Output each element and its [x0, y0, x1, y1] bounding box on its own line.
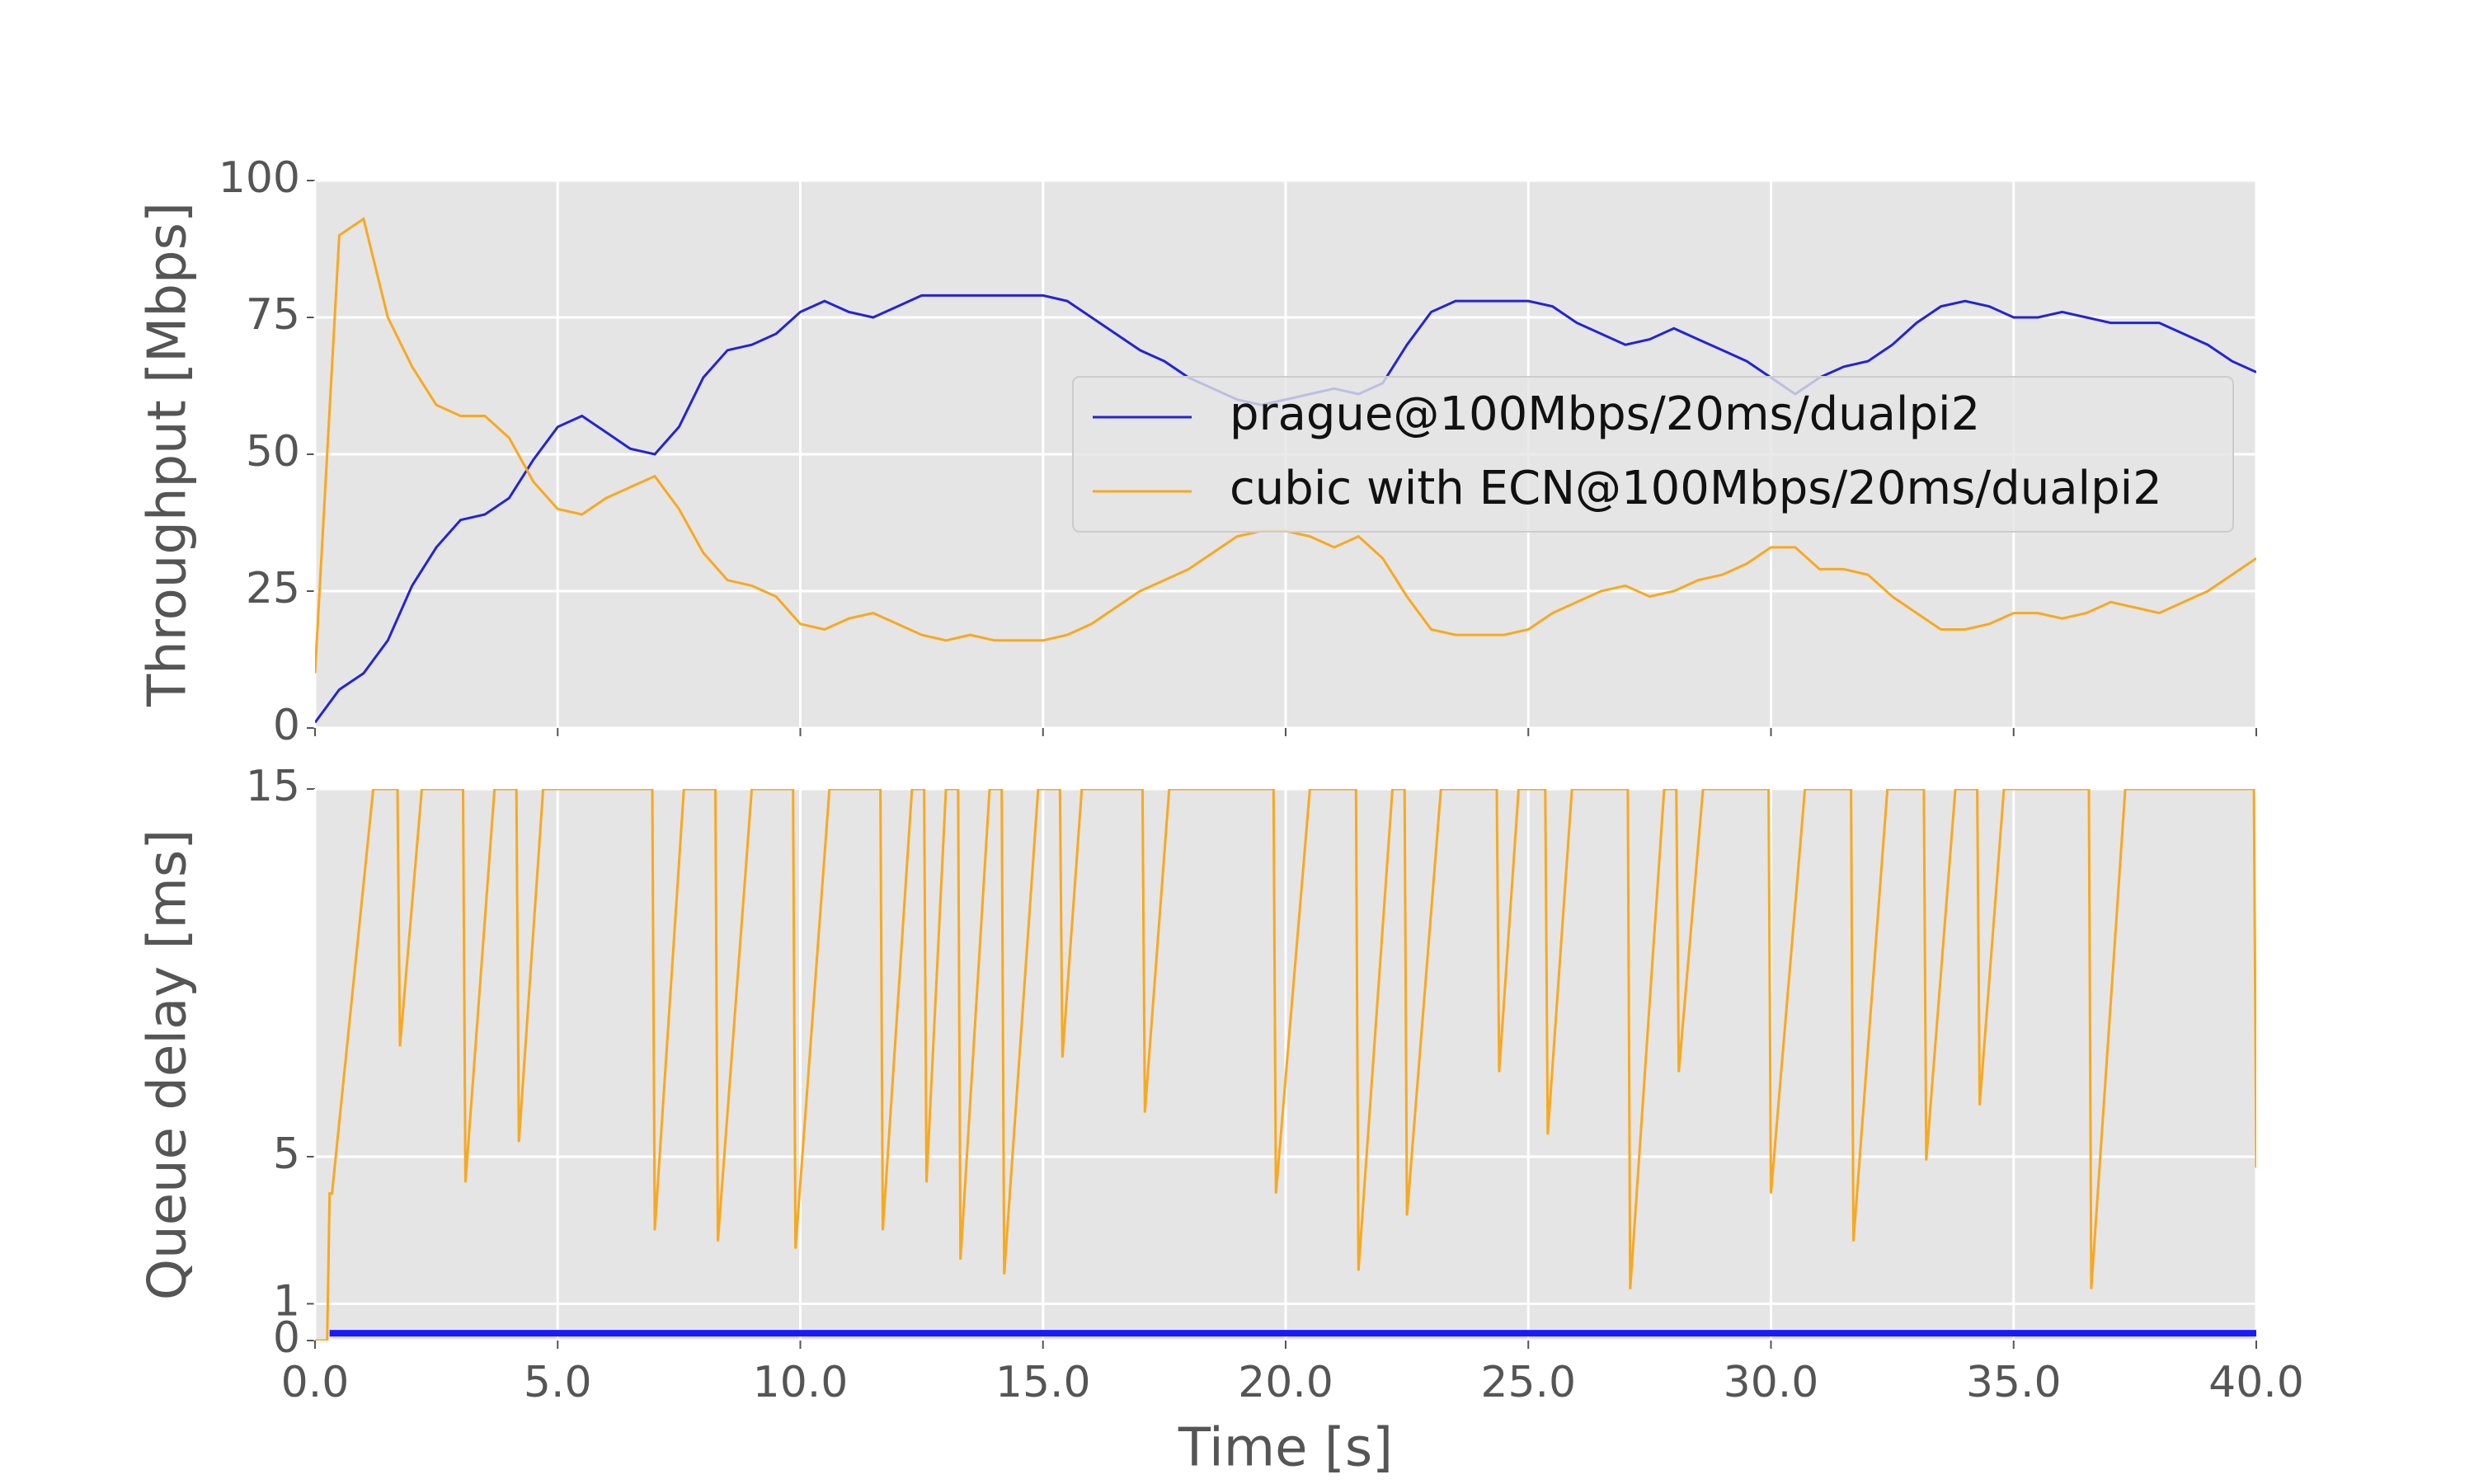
- x-tick-label: 30.0: [1724, 1358, 1819, 1407]
- x-tick-label: 25.0: [1480, 1358, 1576, 1407]
- x-tick-label: 5.0: [524, 1358, 592, 1407]
- series-line: [315, 789, 2256, 1341]
- x-tick-label: 0.0: [281, 1358, 350, 1407]
- x-tick-label: 35.0: [1966, 1358, 2062, 1407]
- y-tick-label: 100: [219, 153, 300, 203]
- x-tick-label: 40.0: [2208, 1358, 2304, 1407]
- legend-label: cubic with ECN@100Mbps/20ms/dualpi2: [1230, 462, 2162, 515]
- y-tick-label: 15: [246, 762, 300, 811]
- x-tick-label: 10.0: [753, 1358, 849, 1407]
- x-tick-label: 15.0: [995, 1358, 1091, 1407]
- legend-label: prague@100Mbps/20ms/dualpi2: [1230, 387, 1980, 441]
- y-axis-label: Queue delay [ms]: [138, 829, 199, 1300]
- x-axis-label: Time [s]: [1178, 1418, 1393, 1479]
- y-tick-label: 5: [273, 1129, 300, 1179]
- y-axis-label: Throughput [Mbps]: [138, 202, 199, 707]
- y-tick-label: 0: [273, 1313, 300, 1363]
- y-tick-label: 1: [273, 1276, 300, 1326]
- y-tick-label: 50: [246, 427, 300, 477]
- y-tick-label: 75: [246, 290, 300, 340]
- y-tick-label: 25: [246, 564, 300, 613]
- legend-frame: [1072, 376, 2234, 533]
- x-tick-label: 20.0: [1238, 1358, 1333, 1407]
- y-tick-label: 0: [273, 701, 300, 750]
